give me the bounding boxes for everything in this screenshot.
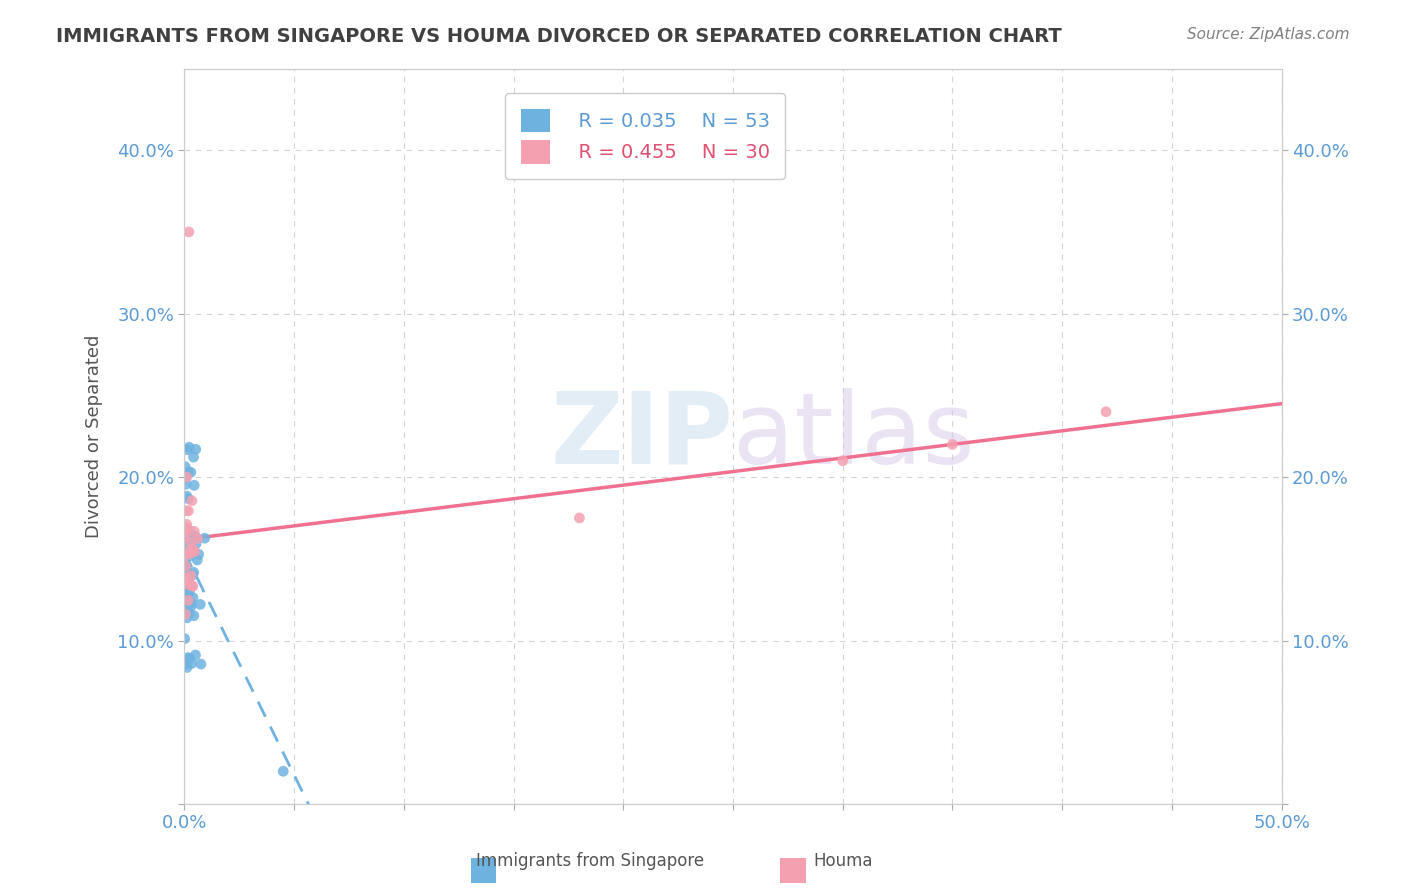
Point <box>831 454 853 468</box>
Point <box>179 584 201 599</box>
Point <box>173 549 195 564</box>
Point <box>184 537 207 551</box>
Point <box>184 442 207 457</box>
Point <box>181 544 204 558</box>
Point <box>176 470 198 484</box>
Legend:   R = 0.035    N = 53,   R = 0.455    N = 30: R = 0.035 N = 53, R = 0.455 N = 30 <box>505 93 785 179</box>
Point <box>183 545 205 559</box>
Point <box>183 608 205 623</box>
Point <box>180 599 202 614</box>
Y-axis label: Divorced or Separated: Divorced or Separated <box>86 334 103 538</box>
Point <box>183 524 205 539</box>
Text: ZIP: ZIP <box>550 388 733 484</box>
Point <box>174 477 197 491</box>
Text: atlas: atlas <box>733 388 974 484</box>
Text: Source: ZipAtlas.com: Source: ZipAtlas.com <box>1187 27 1350 42</box>
Point <box>174 559 197 574</box>
Point <box>174 530 197 544</box>
Point <box>180 493 202 508</box>
Point <box>177 593 200 607</box>
Point <box>184 529 207 543</box>
Point <box>179 571 201 585</box>
Point <box>181 568 204 582</box>
Point <box>941 437 963 451</box>
Point <box>181 591 204 605</box>
Text: IMMIGRANTS FROM SINGAPORE VS HOUMA DIVORCED OR SEPARATED CORRELATION CHART: IMMIGRANTS FROM SINGAPORE VS HOUMA DIVOR… <box>56 27 1062 45</box>
Point <box>568 511 591 525</box>
Point <box>177 440 200 454</box>
Point <box>180 549 202 563</box>
Point <box>176 611 198 625</box>
Point <box>190 657 212 671</box>
Point <box>181 542 204 557</box>
Point <box>180 527 202 541</box>
Point <box>174 459 197 474</box>
Point <box>173 632 195 646</box>
Point <box>174 570 197 584</box>
Point <box>177 491 200 506</box>
Point <box>179 651 201 665</box>
Point <box>173 572 195 586</box>
Point <box>174 589 197 603</box>
Text: Immigrants from Singapore: Immigrants from Singapore <box>477 852 704 870</box>
Point <box>180 466 202 480</box>
Point <box>176 521 198 535</box>
Point <box>177 504 200 518</box>
Point <box>183 450 205 465</box>
Point <box>176 489 198 503</box>
Point <box>179 577 201 591</box>
Point <box>176 587 198 601</box>
Point <box>180 578 202 592</box>
Point <box>176 442 198 457</box>
Point <box>174 529 197 543</box>
Point <box>174 504 197 518</box>
Point <box>176 533 198 548</box>
Point <box>174 539 197 553</box>
Point <box>174 524 197 539</box>
Point <box>174 471 197 485</box>
Point <box>177 650 200 665</box>
Point <box>176 660 198 674</box>
Point <box>174 520 197 534</box>
Point <box>179 544 201 558</box>
Point <box>173 558 195 572</box>
Point <box>174 560 197 574</box>
Point <box>271 764 294 779</box>
Point <box>179 546 201 560</box>
Text: Houma: Houma <box>814 852 873 870</box>
Point <box>179 594 201 608</box>
Point <box>181 579 204 593</box>
Point <box>180 578 202 592</box>
Point <box>176 517 198 532</box>
Point <box>177 465 200 479</box>
Point <box>188 598 211 612</box>
Point <box>174 597 197 611</box>
Point <box>173 657 195 672</box>
Point <box>186 553 208 567</box>
Point <box>187 547 209 561</box>
Point <box>180 535 202 549</box>
Point <box>187 532 209 546</box>
Point <box>183 566 205 580</box>
Point <box>176 593 198 607</box>
Point <box>180 596 202 610</box>
Point <box>180 568 202 582</box>
Point <box>1095 405 1118 419</box>
Point <box>183 478 205 492</box>
Point <box>179 606 201 620</box>
Point <box>194 531 217 545</box>
Point <box>180 657 202 671</box>
Point <box>177 225 200 239</box>
Point <box>174 607 197 622</box>
Point <box>174 562 197 576</box>
Point <box>184 648 207 662</box>
